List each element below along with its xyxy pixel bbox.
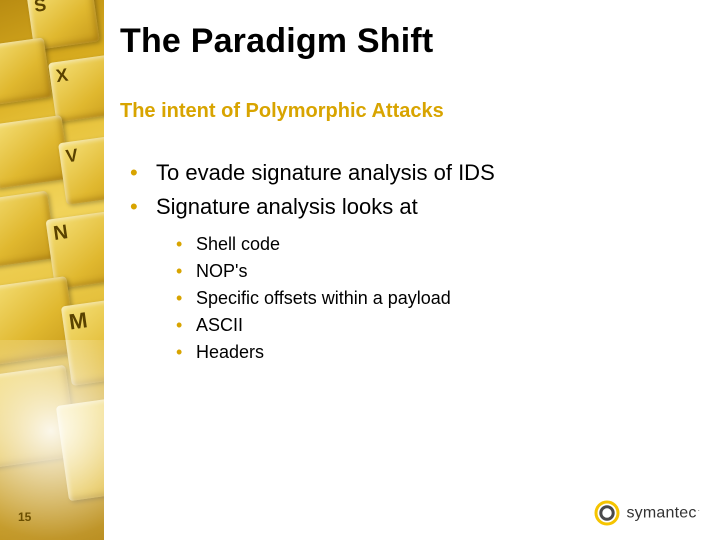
bullet-text: Shell code xyxy=(196,234,280,254)
slide: S Z X V N M The Paradigm Shift The inten… xyxy=(0,0,720,540)
logo-tm: . xyxy=(698,504,700,513)
bullet-level1: Signature analysis looks at xyxy=(130,192,680,222)
bullet-text: Signature analysis looks at xyxy=(156,194,418,219)
bullet-level2: Specific offsets within a payload xyxy=(176,285,680,312)
brand-logo: symantec. xyxy=(594,500,700,526)
bullet-level2-group: Shell code NOP's Specific offsets within… xyxy=(176,231,680,366)
keycap-icon: V xyxy=(58,133,104,205)
logo-brand-text: symantec xyxy=(626,504,696,521)
keycap-icon: X xyxy=(48,53,104,122)
bullet-level2: Headers xyxy=(176,339,680,366)
bullet-text: Headers xyxy=(196,342,264,362)
keycap-label: V xyxy=(65,145,80,167)
keycap-label: N xyxy=(52,221,70,246)
bullet-text: To evade signature analysis of IDS xyxy=(156,160,495,185)
bullet-level2: NOP's xyxy=(176,258,680,285)
logo-text: symantec. xyxy=(626,504,700,522)
slide-subtitle: The intent of Polymorphic Attacks xyxy=(120,100,444,123)
bullet-level2: Shell code xyxy=(176,231,680,258)
bullet-level2: ASCII xyxy=(176,312,680,339)
bullet-text: NOP's xyxy=(196,261,247,281)
keycap-label: X xyxy=(55,65,70,87)
bullet-text: Specific offsets within a payload xyxy=(196,288,451,308)
keycap-icon: Z xyxy=(0,37,52,106)
keycap-label: M xyxy=(67,307,89,335)
bullet-level1: To evade signature analysis of IDS xyxy=(130,158,680,188)
bullet-text: ASCII xyxy=(196,315,243,335)
keycap-label: S xyxy=(33,0,48,17)
left-decorative-strip: S Z X V N M xyxy=(0,0,104,540)
page-number: 15 xyxy=(18,510,31,524)
slide-body: To evade signature analysis of IDS Signa… xyxy=(130,158,680,366)
logo-ring-icon xyxy=(594,500,620,526)
slide-title: The Paradigm Shift xyxy=(120,22,433,61)
